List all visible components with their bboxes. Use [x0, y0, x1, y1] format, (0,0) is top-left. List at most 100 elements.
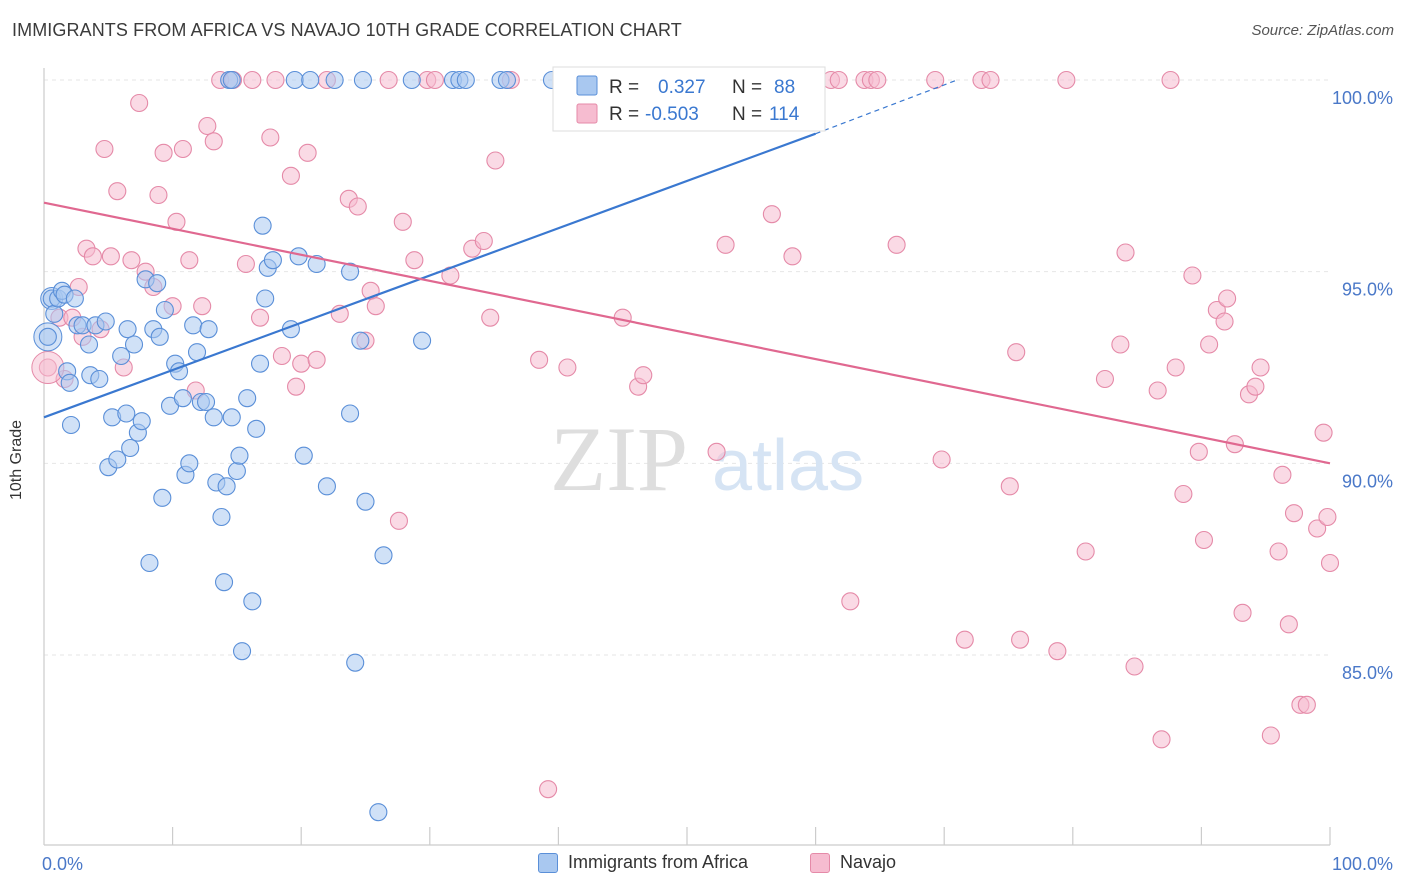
navajo-point	[1076, 542, 1095, 561]
navajo-point	[1007, 343, 1026, 362]
source-credit: Source: ZipAtlas.com	[1251, 22, 1394, 39]
africa-point	[79, 335, 99, 354]
x-tick-label-max: 100.0%	[1332, 854, 1393, 874]
y-tick-label: 85.0%	[1342, 663, 1393, 683]
navajo-point	[198, 116, 217, 136]
africa-point	[199, 320, 218, 339]
legend-swatch-africa	[538, 852, 558, 873]
navajo-point	[287, 377, 306, 396]
navajo-point	[281, 166, 300, 185]
africa-point	[351, 331, 370, 350]
navajo-point	[173, 139, 192, 159]
africa-point	[346, 653, 365, 672]
africa-point	[294, 446, 313, 465]
africa-point	[212, 507, 231, 527]
navajo-point	[1194, 530, 1214, 550]
africa-point	[250, 354, 270, 373]
africa-point	[222, 408, 241, 427]
africa-point	[301, 70, 320, 90]
africa-point	[222, 70, 241, 90]
watermark-atlas: atlas	[712, 426, 864, 506]
navajo-point	[379, 70, 398, 90]
navajo-point	[204, 132, 223, 151]
africa-point	[150, 327, 169, 346]
navajo-point	[1308, 519, 1327, 538]
navajo-point	[716, 235, 735, 254]
africa-trend-extension	[815, 79, 958, 135]
africa-point	[117, 404, 136, 423]
navajo-point	[1148, 381, 1167, 400]
navajo-point	[405, 251, 424, 270]
navajo-point	[292, 354, 311, 373]
legend-r-label-1: R =	[609, 77, 639, 98]
africa-point	[214, 573, 234, 592]
navajo-point	[307, 350, 326, 369]
legend-n-value-2: 114	[769, 104, 800, 125]
navajo-point	[1314, 423, 1333, 442]
africa-point	[204, 408, 223, 427]
africa-point	[243, 592, 262, 611]
stats-legend-box	[552, 66, 826, 132]
navajo-point	[1284, 504, 1304, 523]
africa-point	[325, 70, 344, 90]
africa-point	[173, 389, 192, 408]
navajo-point	[154, 143, 173, 162]
africa-point	[124, 335, 144, 354]
x-tick-label-min: 0.0%	[42, 854, 83, 874]
navajo-point	[926, 70, 945, 90]
trend-lines	[43, 79, 1331, 465]
legend-r-value-1: 0.327	[658, 77, 706, 98]
y-tick-label: 100.0%	[1332, 88, 1393, 108]
navajo-point	[1152, 730, 1171, 749]
navajo-point	[101, 247, 120, 266]
navajo-point	[558, 358, 577, 377]
navajo-point	[829, 70, 848, 90]
navajo-point	[1189, 442, 1208, 461]
africa-point	[263, 251, 282, 270]
legend-label-navajo: Navajo	[840, 852, 897, 872]
navajo-point	[1320, 553, 1340, 573]
navajo-point	[1116, 243, 1135, 262]
legend-item-navajo: Navajo	[810, 852, 896, 873]
navajo-point	[474, 231, 493, 251]
africa-point	[232, 642, 252, 661]
africa-point	[253, 216, 272, 235]
africa-point	[38, 327, 57, 346]
navajo-point	[366, 297, 385, 316]
navajo-point	[1161, 70, 1180, 90]
navajo-point	[762, 205, 781, 224]
africa-point	[374, 546, 393, 565]
africa-points	[38, 70, 562, 822]
navajo-point	[236, 254, 255, 274]
navajo-point	[1246, 377, 1265, 396]
navajo-point	[955, 630, 974, 649]
navajo-point	[95, 139, 114, 159]
navajo-point	[1125, 657, 1144, 676]
africa-point	[140, 553, 159, 573]
navajo-point	[1279, 615, 1298, 634]
navajo-point	[1318, 507, 1337, 527]
africa-point	[317, 477, 336, 496]
africa-point	[227, 461, 246, 481]
africa-point	[61, 415, 81, 435]
navajo-point	[122, 251, 141, 270]
navajo-point	[243, 70, 262, 90]
africa-point	[402, 70, 421, 90]
y-tick-label: 90.0%	[1342, 471, 1393, 491]
navajo-point	[108, 182, 127, 201]
navajo-point	[1269, 542, 1288, 561]
africa-point	[60, 373, 79, 392]
africa-point	[413, 331, 432, 350]
legend-n-label-2: N =	[732, 104, 762, 125]
gridlines	[44, 79, 1330, 656]
navajo-point	[486, 151, 505, 170]
africa-point	[341, 262, 360, 281]
navajo-point	[83, 247, 102, 266]
navajo-point	[393, 212, 412, 231]
africa-point	[153, 488, 172, 507]
legend-item-africa: Immigrants from Africa	[538, 852, 748, 873]
africa-point	[238, 389, 257, 408]
chart-title: IMMIGRANTS FROM AFRICA VS NAVAJO 10TH GR…	[12, 20, 682, 40]
navajo-point	[1233, 603, 1252, 622]
navajo-point	[887, 235, 906, 254]
